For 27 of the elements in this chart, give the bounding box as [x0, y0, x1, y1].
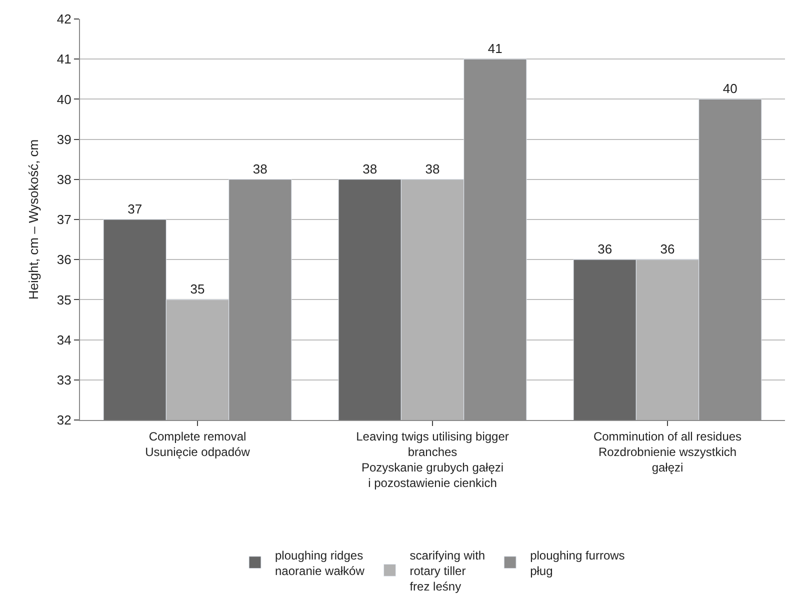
y-tick-label: 37: [56, 212, 72, 228]
y-tick-label: 35: [56, 292, 72, 308]
x-tick-label: Leaving twigs utilising bigger branches Pozyskanie grubych gałęzi i pozostawienie cienkich: [356, 429, 509, 490]
legend-label: ploughing furrows pług: [530, 548, 625, 578]
data-label: 38: [252, 161, 268, 176]
y-tick-label: 36: [56, 252, 72, 268]
data-label: 36: [598, 242, 612, 257]
data-label: 36: [660, 242, 675, 257]
legend-label: scarifying with rotary tiller frez leśny: [410, 548, 486, 594]
y-tick-label: 38: [56, 172, 72, 187]
y-tick-label: 39: [56, 132, 72, 147]
legend-label: ploughing ridges naoranie wałków: [275, 548, 365, 578]
y-tick-label: 40: [56, 92, 72, 107]
y-tick-label: 32: [56, 412, 72, 428]
y-axis-title: Height, cm – Wysokość, cm: [26, 139, 41, 300]
data-label: 37: [128, 202, 142, 216]
x-tick-label: Complete removal Usunięcie odpadów: [145, 429, 250, 459]
data-label: 38: [425, 161, 440, 176]
data-label: 38: [362, 161, 378, 176]
x-tick-label: Comminution of all residues Rozdrobnienie wszystkich gałęzi: [593, 429, 742, 475]
data-label: 35: [190, 282, 205, 297]
y-tick-label: 34: [56, 332, 72, 348]
y-tick-label: 42: [56, 12, 72, 27]
data-label: 41: [488, 41, 502, 56]
data-label: 40: [722, 81, 738, 96]
y-tick-label: 41: [56, 52, 72, 67]
y-tick-label: 33: [56, 372, 72, 388]
